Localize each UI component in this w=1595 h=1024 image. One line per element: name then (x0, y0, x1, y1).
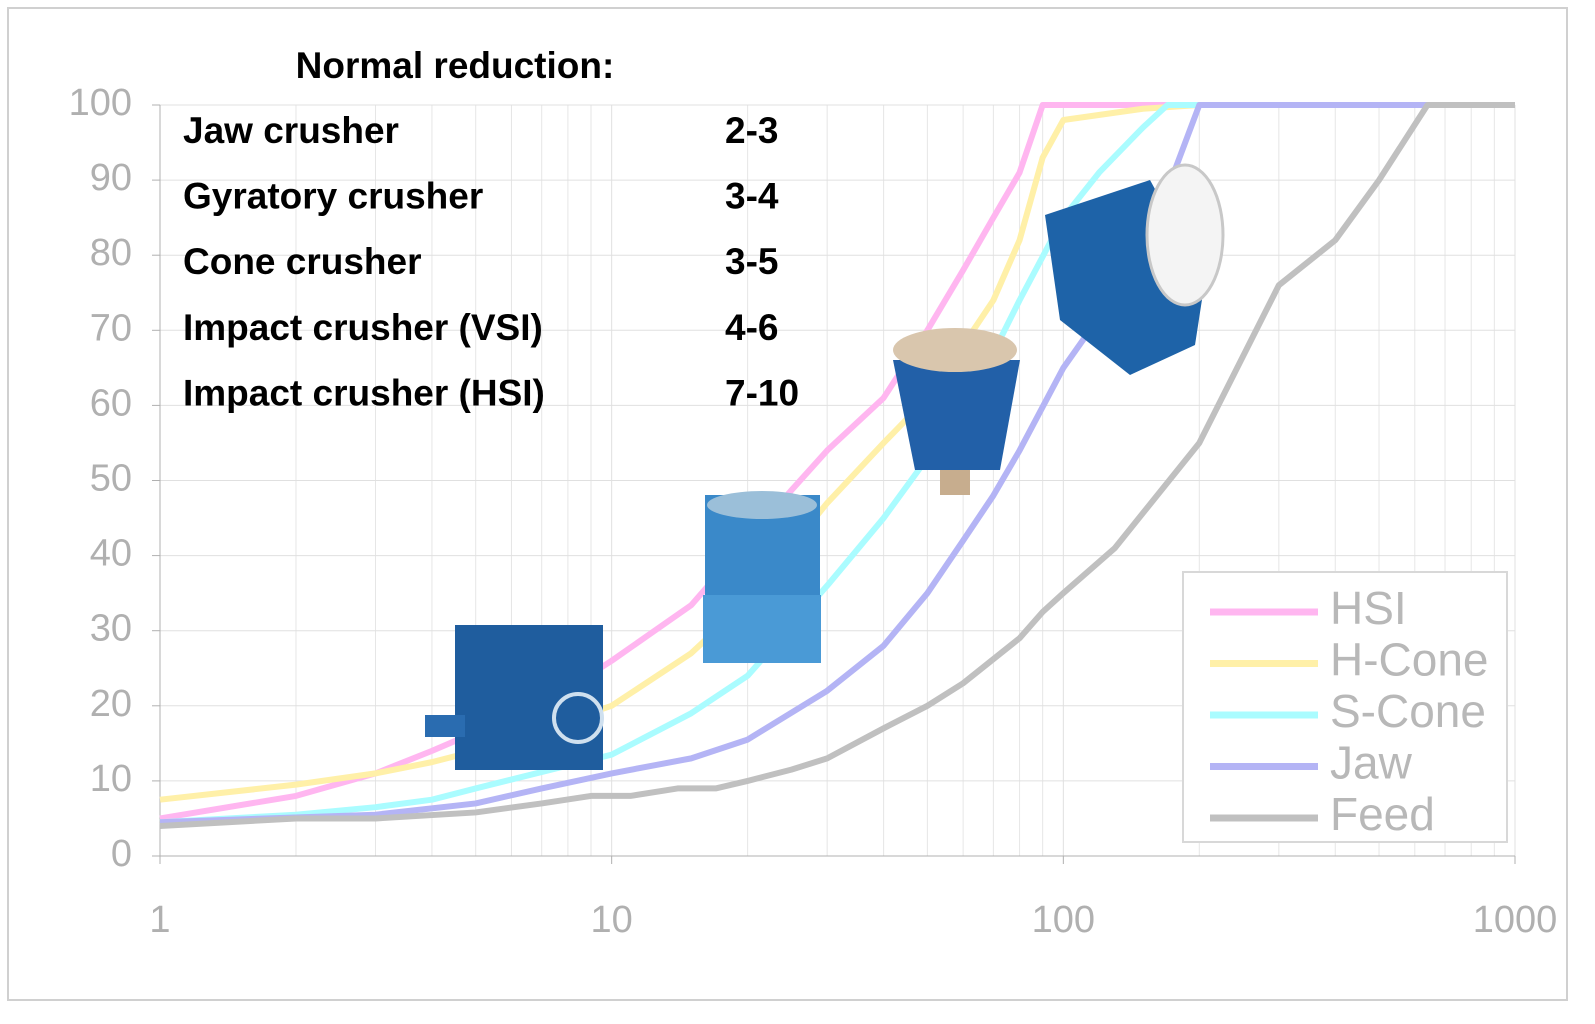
machine-body (893, 360, 1020, 470)
legend-label: H-Cone (1330, 634, 1489, 686)
x-tick-label: 1 (149, 899, 170, 941)
y-tick-label: 70 (90, 307, 132, 349)
machine-top (893, 328, 1017, 372)
reduction-ratio: 7-10 (725, 373, 799, 414)
machine-shaft (940, 470, 970, 495)
legend-label: Jaw (1330, 737, 1413, 789)
reduction-ratio: 3-4 (725, 175, 779, 216)
y-tick-label: 90 (90, 157, 132, 199)
reduction-ratio: 2-3 (725, 110, 778, 151)
machine-body (455, 625, 603, 770)
crusher-name: Gyratory crusher (183, 175, 483, 216)
y-tick-label: 0 (111, 833, 132, 875)
crusher-name: Impact crusher (VSI) (183, 307, 543, 348)
legend-label: HSI (1330, 582, 1407, 634)
machine-base (703, 595, 821, 663)
y-tick-label: 20 (90, 683, 132, 725)
y-tick-label: 80 (90, 232, 132, 274)
y-tick-label: 50 (90, 458, 132, 500)
x-tick-label: 10 (591, 899, 633, 941)
machine-top (707, 491, 817, 519)
crusher-name: Cone crusher (183, 241, 422, 282)
chart: 01020304050607080901001101001000 Normal … (0, 0, 1595, 1024)
y-tick-label: 40 (90, 533, 132, 575)
x-tick-label: 100 (1032, 899, 1095, 941)
y-tick-label: 60 (90, 382, 132, 424)
reduction-ratio: 3-5 (725, 241, 778, 282)
legend-label: S-Cone (1330, 685, 1486, 737)
y-tick-label: 100 (69, 82, 132, 124)
x-tick-label: 1000 (1473, 899, 1558, 941)
y-tick-label: 30 (90, 608, 132, 650)
legend-label: Feed (1330, 788, 1435, 840)
y-tick-label: 10 (90, 758, 132, 800)
annotation-title: Normal reduction: (296, 45, 615, 86)
crusher-name: Jaw crusher (183, 110, 399, 151)
crusher-name: Impact crusher (HSI) (183, 373, 545, 414)
machine-flywheel (1147, 165, 1223, 305)
reduction-ratio: 4-6 (725, 307, 778, 348)
cone-crusher-image (703, 491, 821, 663)
machine-part (425, 715, 465, 737)
